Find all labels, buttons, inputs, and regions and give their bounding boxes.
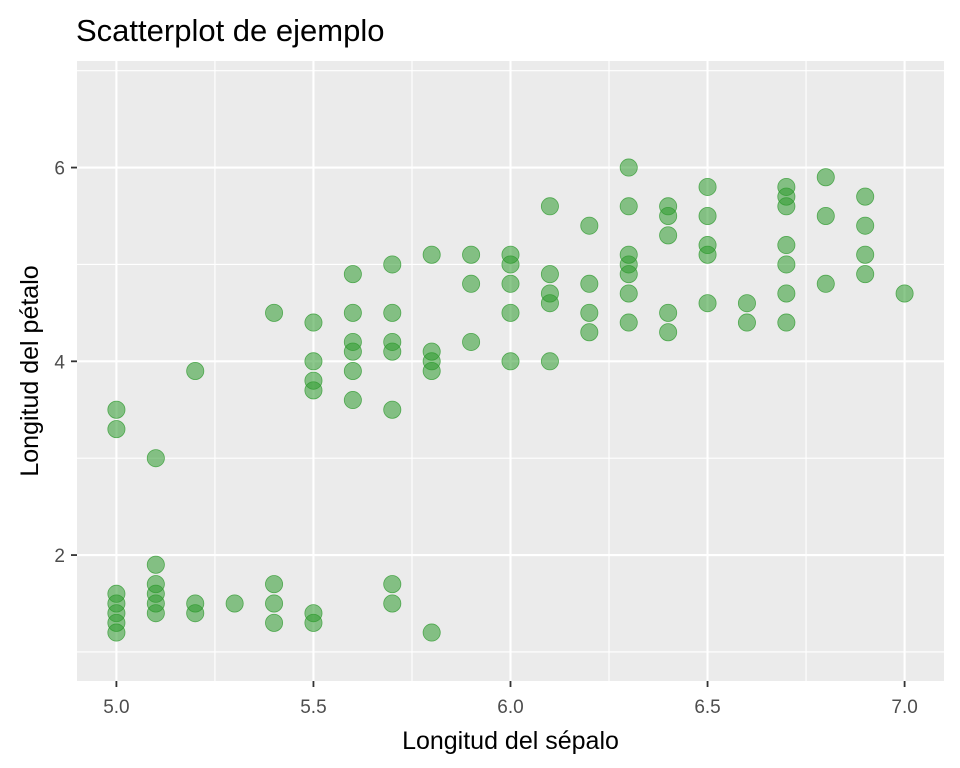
data-point (462, 274, 481, 293)
data-point (540, 265, 559, 284)
x-tick-label: 6.5 (694, 697, 720, 718)
data-point (698, 236, 717, 255)
data-point (107, 420, 126, 439)
data-point (580, 323, 599, 342)
data-point (304, 604, 323, 623)
y-axis-title: Longitud del pétalo (16, 265, 44, 476)
data-point (304, 352, 323, 371)
data-point (580, 216, 599, 235)
data-point (462, 245, 481, 264)
data-point (540, 284, 559, 303)
data-point (619, 158, 638, 177)
data-point (383, 400, 402, 419)
data-point (895, 284, 914, 303)
data-point (698, 294, 717, 313)
x-tick-label: 5.5 (300, 697, 326, 718)
data-point (501, 245, 520, 264)
data-point (777, 255, 796, 274)
data-point (383, 255, 402, 274)
data-point (777, 177, 796, 196)
chart-title: Scatterplot de ejemplo (76, 13, 384, 48)
data-point (659, 226, 678, 245)
data-points (107, 158, 914, 642)
x-tick-label: 7.0 (891, 697, 917, 718)
data-point (265, 613, 284, 632)
data-point (225, 594, 244, 613)
data-point (777, 284, 796, 303)
data-point (816, 168, 835, 187)
y-tick-label: 2 (54, 546, 65, 567)
data-point (619, 197, 638, 216)
data-point (619, 284, 638, 303)
data-point (698, 177, 717, 196)
data-point (146, 449, 165, 468)
data-point (146, 575, 165, 594)
data-point (107, 623, 126, 642)
data-point (383, 303, 402, 322)
data-point (619, 313, 638, 332)
data-point (777, 236, 796, 255)
data-point (383, 332, 402, 351)
data-point (580, 274, 599, 293)
data-point (698, 206, 717, 225)
data-point (659, 323, 678, 342)
y-axis-ticks: 2 4 6 (54, 159, 77, 567)
data-point (737, 313, 756, 332)
data-point (343, 265, 362, 284)
data-point (343, 303, 362, 322)
x-axis-ticks: 5.0 5.5 6.0 6.5 7.0 (103, 681, 918, 718)
data-point (777, 313, 796, 332)
data-point (265, 575, 284, 594)
data-point (580, 303, 599, 322)
x-tick-label: 6.0 (497, 697, 523, 718)
data-point (107, 400, 126, 419)
data-point (462, 332, 481, 351)
data-point (816, 206, 835, 225)
data-point (343, 361, 362, 380)
data-point (383, 594, 402, 613)
data-point (422, 623, 441, 642)
x-tick-label: 5.0 (103, 697, 129, 718)
data-point (265, 594, 284, 613)
x-axis-title: Longitud del sépalo (402, 727, 619, 755)
data-point (856, 245, 875, 264)
data-point (619, 245, 638, 264)
data-point (186, 594, 205, 613)
data-point (659, 197, 678, 216)
data-point (383, 575, 402, 594)
data-point (856, 216, 875, 235)
data-point (856, 187, 875, 206)
data-point (343, 332, 362, 351)
data-point (501, 352, 520, 371)
data-point (146, 555, 165, 574)
data-point (304, 371, 323, 390)
data-point (422, 245, 441, 264)
data-point (343, 391, 362, 410)
data-point (422, 342, 441, 361)
data-point (265, 303, 284, 322)
data-point (501, 303, 520, 322)
data-point (659, 303, 678, 322)
data-point (816, 274, 835, 293)
data-point (856, 265, 875, 284)
data-point (540, 352, 559, 371)
data-point (737, 294, 756, 313)
data-point (304, 313, 323, 332)
y-tick-label: 4 (54, 352, 65, 373)
data-point (501, 274, 520, 293)
y-tick-label: 6 (54, 159, 65, 180)
data-point (540, 197, 559, 216)
data-point (186, 361, 205, 380)
